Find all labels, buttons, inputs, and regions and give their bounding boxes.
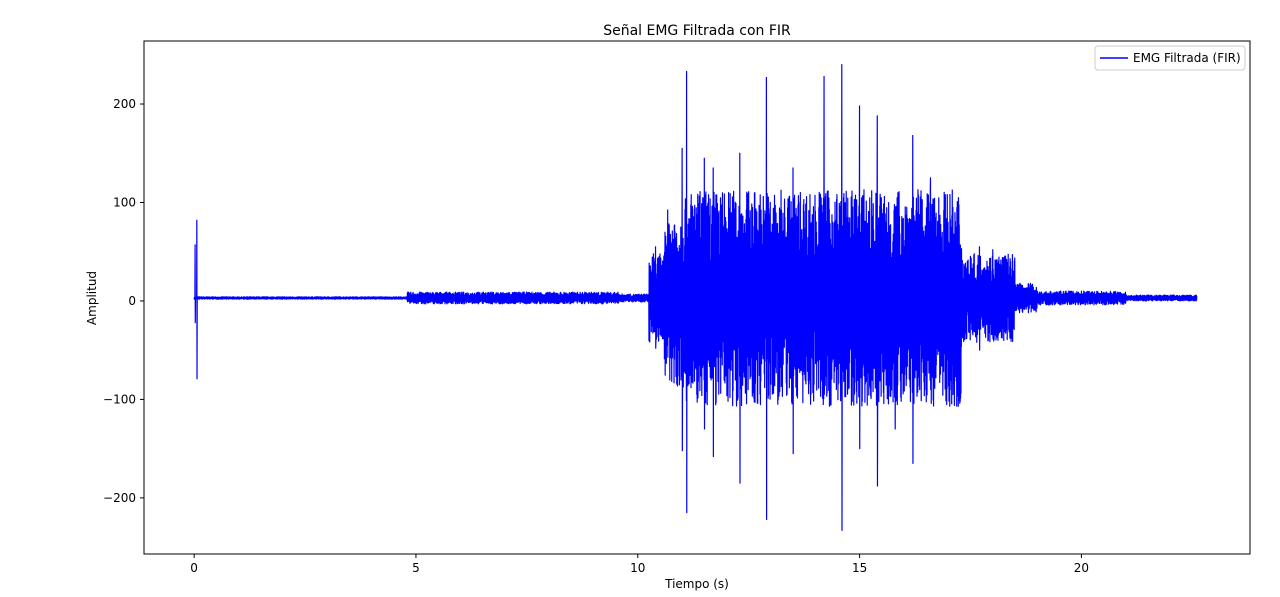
x-tick-label: 0: [190, 561, 198, 575]
plot-area: [143, 40, 1251, 555]
y-tick-label: −200: [103, 491, 136, 505]
y-tick-label: 0: [128, 294, 136, 308]
series-line-emg-filtrada: [193, 64, 1198, 531]
plot-frame: [143, 40, 1251, 555]
signal-series: [193, 64, 1198, 531]
y-tick-label: 200: [113, 97, 136, 111]
legend: EMG Filtrada (FIR): [1094, 45, 1246, 71]
legend-label: EMG Filtrada (FIR): [1133, 51, 1241, 65]
chart-title: Señal EMG Filtrada con FIR: [603, 23, 791, 39]
y-tick-label: −100: [103, 392, 136, 406]
x-tick-label: 5: [412, 561, 420, 575]
y-axis-label: Amplitud: [85, 271, 99, 325]
x-axis: 0 5 10 15 20: [190, 554, 1089, 575]
x-tick-label: 20: [1074, 561, 1089, 575]
x-axis-label: Tiempo (s): [664, 577, 729, 591]
y-tick-label: 100: [113, 195, 136, 209]
x-tick-label: 15: [852, 561, 867, 575]
legend-box: [1094, 45, 1246, 71]
y-axis: −200 −100 0 100 200: [103, 97, 144, 505]
x-tick-label: 10: [630, 561, 645, 575]
